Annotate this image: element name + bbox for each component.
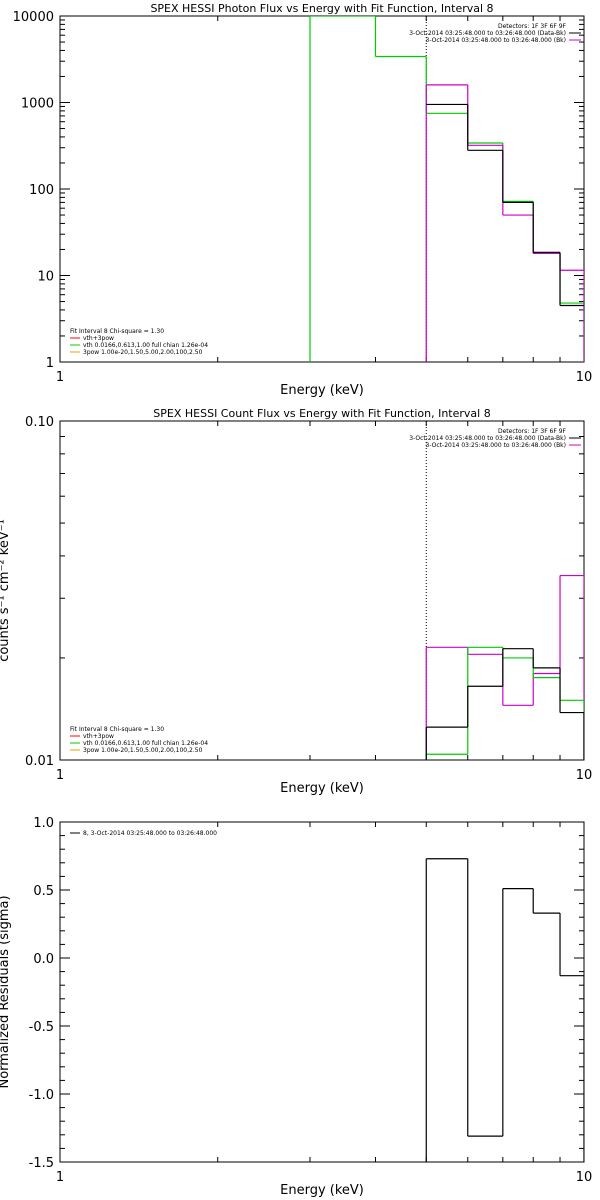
y-tick-label: 1000 (21, 97, 54, 112)
legend-top-left-text: 8, 3-Oct-2014 03:25:48.000 to 03:26:48.0… (83, 830, 217, 837)
y-tick-label: -1.5 (29, 1156, 54, 1171)
data-area (309, 16, 584, 362)
x-tick-label: 10 (576, 768, 593, 783)
y-axis-label: Normalized Residuals (sigma) (0, 895, 12, 1088)
y-axis-label: counts s⁻¹ cm⁻² keV⁻¹ (0, 519, 12, 662)
legend-bottom-left-text: Fit Interval 8 Chi-square = 1.30 (70, 726, 164, 733)
chart-2: SPEX HESSI Count Flux vs Energy with Fit… (0, 407, 592, 796)
series-3 (425, 648, 584, 760)
series-2 (425, 84, 584, 362)
plot-frame (59, 821, 585, 1163)
y-tick-label: 0.0 (33, 952, 54, 967)
legend-top-right-text: Detectors: 1F 3F 6F 9F (498, 428, 567, 435)
x-axis-label: Energy (keV) (280, 781, 364, 796)
series-3 (426, 103, 584, 307)
y-tick-label: -1.0 (29, 1088, 54, 1103)
legend-top-right-text: 3-Oct-2014 03:25:48.000 to 03:26:48.000 … (409, 435, 566, 442)
y-tick-label: 1.0 (33, 816, 54, 831)
x-tick-label: 1 (56, 370, 64, 385)
series-1 (309, 16, 584, 362)
y-tick-label: 0.10 (25, 415, 54, 430)
chart-title: SPEX HESSI Count Flux vs Energy with Fit… (153, 407, 490, 420)
data-area (425, 858, 584, 1162)
x-tick-label: 10 (576, 370, 593, 385)
series-1 (425, 858, 584, 1162)
x-axis-label: Energy (keV) (280, 1183, 364, 1198)
legend-bottom-left-text: vth 0.0166,0.613,1.00 full chian 1.26e-0… (83, 740, 208, 747)
legend-bottom-left-text: 3pow 1.00e-20,1.50,5.00,2.00,100,2.50 (83, 747, 203, 754)
chart-title: SPEX HESSI Photon Flux vs Energy with Fi… (150, 2, 493, 15)
series-1 (425, 574, 584, 760)
legend-top-right-text: Detectors: 1F 3F 6F 9F (498, 23, 567, 30)
y-tick-label: 1 (46, 356, 54, 371)
x-tick-label: 1 (56, 768, 64, 783)
chart-3: 1 10 Energy (keV) 1.0 0.5 0.0 -0.5 -1.0 -1.5 Norm… (0, 816, 592, 1198)
legend-bottom-left-text: Fit Interval 8 Chi-square = 1.30 (70, 328, 164, 335)
plot-frame (59, 420, 585, 761)
x-axis-label: Energy (keV) (280, 383, 364, 398)
legend-bottom-left-text: vth+3pow (83, 335, 114, 342)
legend-bottom-left-text: 3pow 1.00e-20,1.50,5.00,2.00,100,2.50 (83, 349, 203, 356)
legend-top-right-text: 3-Oct-2014 03:25:48.000 to 03:26:48.000 … (409, 30, 566, 37)
legend-bottom-left-text: vth 0.0166,0.613,1.00 full chian 1.26e-0… (83, 342, 208, 349)
legend-bottom-left-text: vth+3pow (83, 733, 114, 740)
x-tick-label: 10 (576, 1170, 593, 1185)
y-tick-label: 10 (37, 270, 54, 285)
x-tick-label: 1 (56, 1170, 64, 1185)
chart-1: SPEX HESSI Photon Flux vs Energy with Fi… (13, 2, 593, 398)
y-tick-label: -0.5 (29, 1020, 54, 1035)
legend-top-right-text: 3-Oct-2014 03:25:48.000 to 03:26:48.000 … (426, 37, 567, 44)
legend-top-right-text: 3-Oct-2014 03:25:48.000 to 03:26:48.000 … (426, 442, 567, 449)
y-tick-label: 10000 (13, 10, 54, 25)
plot-frame (59, 15, 585, 363)
y-tick-label: 100 (29, 183, 54, 198)
y-tick-label: 0.01 (25, 754, 54, 769)
data-area (425, 574, 584, 760)
y-tick-label: 0.5 (33, 884, 54, 899)
